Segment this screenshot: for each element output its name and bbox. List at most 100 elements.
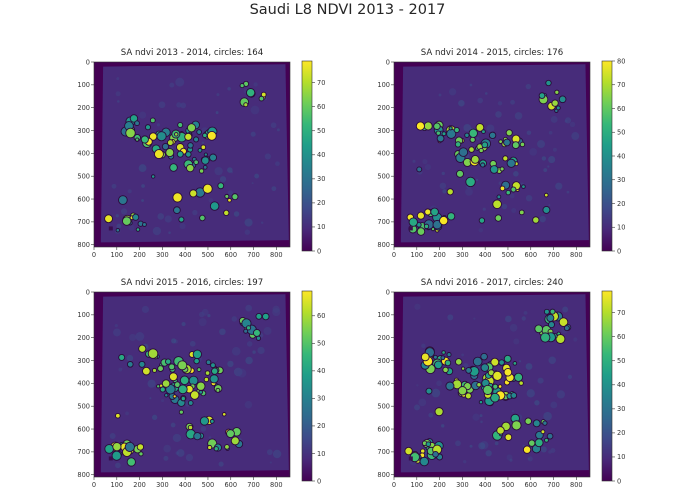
- svg-text:0: 0: [617, 247, 621, 255]
- svg-text:700: 700: [77, 218, 90, 226]
- svg-text:40: 40: [317, 367, 325, 375]
- subplot-title: SA ndvi 2013 - 2014, circles: 164: [120, 48, 264, 58]
- svg-text:800: 800: [270, 481, 283, 489]
- svg-text:100: 100: [77, 81, 90, 89]
- svg-text:20: 20: [617, 200, 625, 208]
- svg-text:40: 40: [617, 381, 625, 389]
- svg-text:200: 200: [77, 334, 90, 342]
- svg-text:800: 800: [570, 251, 583, 259]
- svg-text:500: 500: [202, 481, 215, 489]
- svg-text:300: 300: [156, 481, 169, 489]
- svg-text:600: 600: [77, 195, 90, 203]
- subplot-2014-2015: SA ndvi 2014 - 2015, circles: 176 0 100 200…: [360, 44, 660, 259]
- svg-text:60: 60: [617, 333, 625, 341]
- svg-text:700: 700: [377, 218, 390, 226]
- svg-text:60: 60: [317, 312, 325, 320]
- svg-text:800: 800: [377, 241, 390, 249]
- subplot-2013-2014: SA ndvi 2013 - 2014, circles: 164 0 100 200…: [60, 44, 360, 259]
- svg-text:300: 300: [77, 127, 90, 135]
- svg-text:0: 0: [392, 481, 396, 489]
- svg-text:200: 200: [77, 104, 90, 112]
- svg-text:100: 100: [77, 311, 90, 319]
- colorbar: [601, 290, 613, 482]
- svg-text:600: 600: [224, 481, 237, 489]
- svg-text:30: 30: [617, 176, 625, 184]
- heatmap-plot: 0 100 200 300 400 500 600 700 800010020030040050…: [377, 288, 625, 489]
- svg-text:800: 800: [77, 471, 90, 479]
- svg-text:0: 0: [386, 288, 390, 296]
- svg-text:30: 30: [317, 175, 325, 183]
- svg-text:400: 400: [479, 481, 492, 489]
- svg-text:200: 200: [133, 481, 146, 489]
- svg-text:100: 100: [377, 81, 390, 89]
- svg-text:80: 80: [617, 57, 625, 65]
- svg-text:600: 600: [377, 195, 390, 203]
- svg-text:700: 700: [377, 448, 390, 456]
- svg-text:800: 800: [570, 481, 583, 489]
- svg-text:300: 300: [456, 251, 469, 259]
- svg-text:300: 300: [377, 357, 390, 365]
- svg-text:500: 500: [77, 172, 90, 180]
- svg-text:800: 800: [270, 251, 283, 259]
- svg-text:0: 0: [92, 251, 96, 259]
- svg-text:40: 40: [617, 152, 625, 160]
- svg-text:700: 700: [547, 251, 560, 259]
- svg-text:400: 400: [77, 150, 90, 158]
- svg-text:20: 20: [617, 429, 625, 437]
- heatmap-plot: 0 100 200 300 400 500 600 700 800010020030040050…: [77, 58, 325, 259]
- svg-text:200: 200: [433, 481, 446, 489]
- svg-text:300: 300: [456, 481, 469, 489]
- svg-text:400: 400: [77, 380, 90, 388]
- svg-text:30: 30: [617, 405, 625, 413]
- svg-text:100: 100: [410, 251, 423, 259]
- svg-text:0: 0: [392, 251, 396, 259]
- svg-text:60: 60: [617, 105, 625, 113]
- svg-text:700: 700: [77, 448, 90, 456]
- svg-text:300: 300: [156, 251, 169, 259]
- colorbar: [601, 60, 613, 252]
- svg-text:600: 600: [377, 425, 390, 433]
- svg-text:400: 400: [377, 150, 390, 158]
- svg-text:0: 0: [386, 58, 390, 66]
- svg-text:500: 500: [202, 251, 215, 259]
- svg-text:400: 400: [179, 481, 192, 489]
- svg-text:20: 20: [317, 199, 325, 207]
- subplot-title: SA ndvi 2014 - 2015, circles: 176: [420, 48, 564, 58]
- svg-text:800: 800: [377, 471, 390, 479]
- svg-text:70: 70: [317, 79, 325, 87]
- heatmap-plot: 0 100 200 300 400 500 600 700 800010020030040050…: [377, 57, 625, 259]
- svg-text:600: 600: [224, 251, 237, 259]
- svg-text:0: 0: [92, 481, 96, 489]
- svg-text:20: 20: [317, 422, 325, 430]
- colorbar: [301, 290, 313, 482]
- svg-text:50: 50: [317, 340, 325, 348]
- svg-text:200: 200: [433, 251, 446, 259]
- svg-text:300: 300: [377, 127, 390, 135]
- svg-text:100: 100: [110, 481, 123, 489]
- svg-text:0: 0: [617, 477, 621, 485]
- svg-text:70: 70: [617, 309, 625, 317]
- svg-text:0: 0: [86, 58, 90, 66]
- subplot-title: SA ndvi 2016 - 2017, circles: 240: [420, 278, 564, 288]
- svg-text:700: 700: [547, 481, 560, 489]
- svg-text:500: 500: [502, 481, 515, 489]
- svg-text:10: 10: [617, 224, 625, 232]
- subplot-2015-2016: SA ndvi 2015 - 2016, circles: 197 0 100 200…: [60, 274, 360, 489]
- svg-text:50: 50: [617, 129, 625, 137]
- svg-text:200: 200: [377, 104, 390, 112]
- colorbar: [301, 60, 313, 252]
- svg-text:100: 100: [410, 481, 423, 489]
- svg-text:500: 500: [377, 402, 390, 410]
- svg-text:10: 10: [317, 223, 325, 231]
- svg-text:600: 600: [77, 425, 90, 433]
- svg-text:200: 200: [133, 251, 146, 259]
- subplot-2016-2017: SA ndvi 2016 - 2017, circles: 240 0 100 200…: [360, 274, 660, 489]
- svg-text:300: 300: [77, 357, 90, 365]
- svg-text:100: 100: [110, 251, 123, 259]
- svg-text:0: 0: [86, 288, 90, 296]
- svg-text:700: 700: [247, 481, 260, 489]
- figure-title: Saudi L8 NDVI 2013 - 2017: [249, 2, 446, 18]
- svg-text:700: 700: [247, 251, 260, 259]
- svg-text:600: 600: [524, 481, 537, 489]
- svg-text:600: 600: [524, 251, 537, 259]
